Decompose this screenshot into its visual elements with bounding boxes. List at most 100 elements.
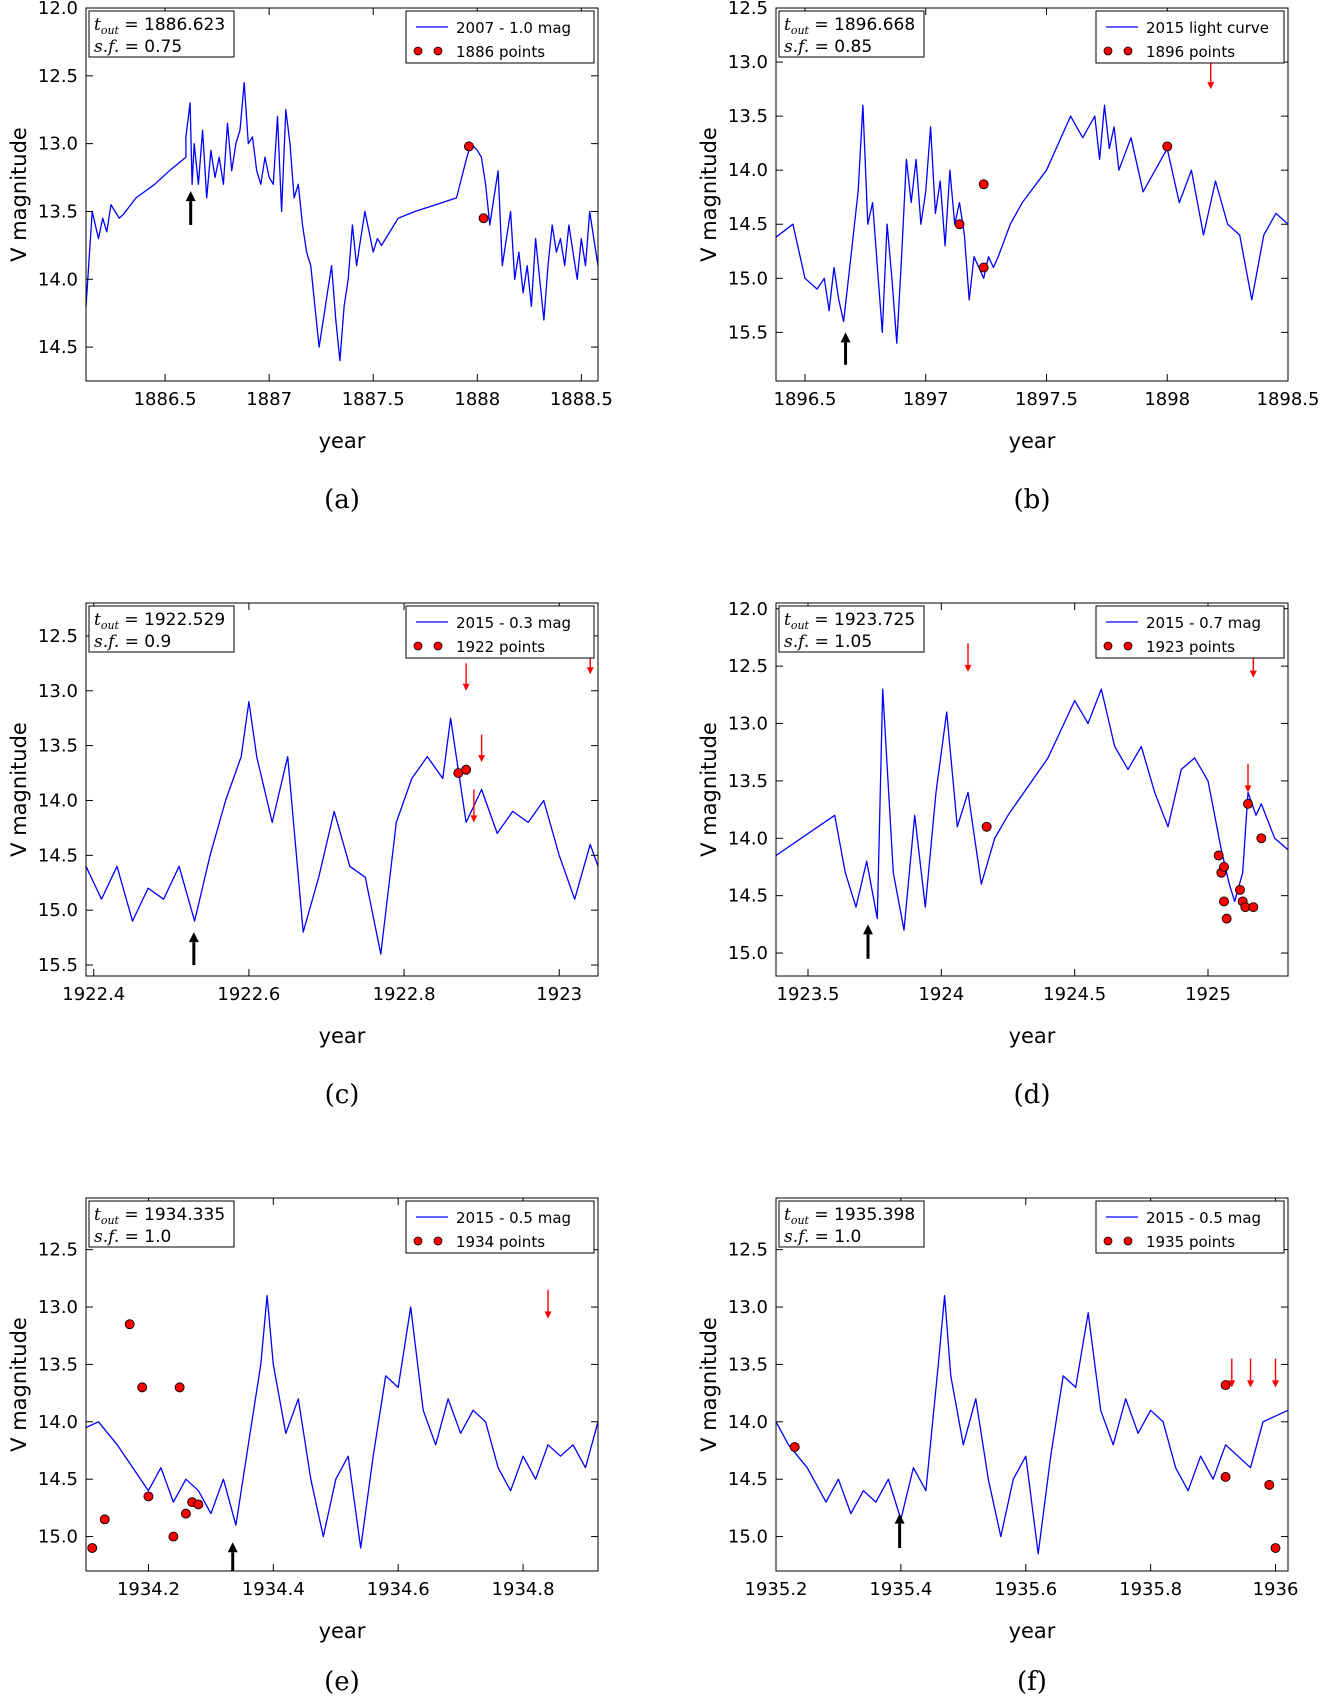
tout-value: 1923.725 bbox=[834, 610, 915, 630]
observation-point bbox=[180, 1508, 191, 1519]
y-tick-label: 12.5 bbox=[728, 0, 768, 19]
x-tick-label: 1922.8 bbox=[373, 984, 436, 1005]
observation-point bbox=[1220, 1380, 1231, 1391]
light-curve-layer bbox=[85, 81, 599, 362]
observation-point bbox=[981, 821, 992, 832]
observation-point bbox=[143, 1491, 154, 1502]
light-curve-layer bbox=[775, 688, 1289, 931]
panel-e: 1934.2 1934.4 1934.6 1934.8 12.5 13.0 13.5 14.… bbox=[7, 1197, 599, 1697]
plot-area bbox=[86, 8, 598, 381]
y-tick-label: 14.5 bbox=[728, 214, 768, 235]
sf-value: 1.0 bbox=[834, 1227, 861, 1247]
y-tick-label: 15.5 bbox=[38, 955, 78, 976]
plot-frame bbox=[85, 1197, 599, 1572]
observation-point bbox=[1264, 1479, 1275, 1490]
y-tick-label: 13.0 bbox=[728, 1297, 768, 1318]
info-box: tout = 1923.725 s.f. = 1.05 bbox=[778, 605, 925, 653]
observation-points-layer bbox=[464, 141, 489, 224]
observation-point bbox=[137, 1382, 148, 1393]
limit-arrow-head bbox=[1228, 1380, 1236, 1388]
y-tick-label: 15.0 bbox=[728, 1527, 768, 1548]
legend-point-marker bbox=[1123, 1236, 1133, 1246]
observation-points-layer bbox=[954, 141, 1173, 273]
y-tick-label: 13.0 bbox=[728, 52, 768, 73]
x-ticks: 1922.4 1922.6 1922.8 1923 bbox=[62, 603, 582, 1005]
legend: 2015 - 0.5 mag 1935 points bbox=[1095, 1200, 1285, 1254]
plot-area bbox=[86, 1198, 598, 1571]
plot-area bbox=[776, 603, 1288, 976]
tout-arrow-head bbox=[894, 1513, 905, 1524]
legend-line-label: 2015 - 0.3 mag bbox=[456, 614, 571, 632]
y-tick-label: 14.5 bbox=[38, 1469, 78, 1490]
panel-caption: (d) bbox=[1014, 1080, 1051, 1110]
legend-points-label: 1934 points bbox=[456, 1233, 545, 1251]
y-axis-label: V magnitude bbox=[697, 127, 721, 262]
sf-line: s.f. = 1.05 bbox=[784, 632, 872, 652]
observation-point bbox=[1162, 141, 1173, 152]
arrows-layer bbox=[894, 1358, 1280, 1549]
info-box: tout = 1934.335 s.f. = 1.0 bbox=[88, 1200, 235, 1248]
tout-line: tout = 1896.668 bbox=[784, 15, 915, 37]
sf-value: 0.9 bbox=[144, 632, 171, 652]
y-tick-label: 13.5 bbox=[38, 201, 78, 222]
y-ticks: 12.5 13.0 13.5 14.0 14.5 15.0 bbox=[728, 1240, 1288, 1548]
info-box-frame bbox=[88, 10, 235, 58]
y-tick-label: 14.0 bbox=[38, 1412, 78, 1433]
tout-value: 1896.668 bbox=[834, 15, 915, 35]
observation-point bbox=[1270, 1543, 1281, 1553]
limit-arrow-head bbox=[1244, 785, 1252, 793]
arrows-layer bbox=[188, 646, 594, 966]
observation-point bbox=[789, 1442, 800, 1452]
info-box: tout = 1896.668 s.f. = 0.85 bbox=[778, 10, 925, 58]
light-curve-layer bbox=[85, 1294, 599, 1549]
x-tick-label: 1925 bbox=[1185, 984, 1231, 1005]
legend: 2015 - 0.5 mag 1934 points bbox=[405, 1200, 595, 1254]
light-curve-line bbox=[85, 81, 599, 362]
plot-area bbox=[86, 603, 598, 976]
x-tick-label: 1897 bbox=[903, 389, 949, 410]
plot-frame bbox=[775, 1197, 1289, 1572]
limit-arrow-head bbox=[478, 755, 486, 763]
x-tick-label: 1935.6 bbox=[994, 1579, 1057, 1600]
y-tick-label: 12.0 bbox=[38, 0, 78, 19]
limit-arrow-head bbox=[586, 667, 594, 675]
x-tick-label: 1923 bbox=[536, 984, 582, 1005]
limit-arrow-head bbox=[462, 683, 470, 691]
observation-point bbox=[1256, 833, 1267, 844]
tout-line: tout = 1886.623 bbox=[94, 15, 225, 37]
tout-line: tout = 1923.725 bbox=[784, 610, 915, 632]
y-tick-label: 12.5 bbox=[728, 1240, 768, 1261]
y-axis-label: V magnitude bbox=[7, 1317, 31, 1452]
tout-line: tout = 1934.335 bbox=[94, 1205, 225, 1227]
legend-points-label: 1886 points bbox=[456, 43, 545, 61]
observation-point bbox=[1243, 798, 1253, 809]
observation-points-layer bbox=[453, 764, 472, 778]
x-tick-label: 1922.4 bbox=[62, 984, 125, 1005]
tout-line: tout = 1922.529 bbox=[94, 610, 225, 632]
legend-point-marker bbox=[413, 641, 423, 651]
y-tick-label: 15.0 bbox=[728, 268, 768, 289]
x-tick-label: 1935.2 bbox=[745, 1579, 808, 1600]
y-tick-label: 14.5 bbox=[38, 337, 78, 358]
light-curve-layer bbox=[85, 701, 599, 955]
y-tick-label: 14.0 bbox=[728, 828, 768, 849]
legend: 2015 - 0.3 mag 1922 points bbox=[405, 605, 595, 659]
x-ticks: 1935.2 1935.4 1935.6 1935.8 1936 bbox=[745, 1198, 1298, 1600]
x-axis-label: year bbox=[319, 1024, 366, 1048]
observation-point bbox=[954, 219, 965, 230]
tout-arrow-head bbox=[863, 924, 873, 935]
info-box: tout = 1935.398 s.f. = 1.0 bbox=[778, 1200, 925, 1248]
x-ticks: 1923.5 1924 1924.5 1925 bbox=[777, 603, 1231, 1005]
y-tick-label: 14.5 bbox=[38, 845, 78, 866]
x-axis-label: year bbox=[1009, 1619, 1056, 1643]
legend-point-marker bbox=[1103, 641, 1113, 651]
legend-line-label: 2015 - 0.5 mag bbox=[1146, 1209, 1261, 1227]
x-tick-label: 1898.5 bbox=[1257, 389, 1320, 410]
x-tick-label: 1897.5 bbox=[1015, 389, 1078, 410]
light-curve-layer bbox=[775, 1294, 1289, 1555]
light-curve-line bbox=[775, 1294, 1289, 1555]
y-tick-label: 15.0 bbox=[38, 1527, 78, 1548]
legend-point-marker bbox=[433, 641, 443, 651]
sf-value: 0.85 bbox=[834, 37, 872, 57]
